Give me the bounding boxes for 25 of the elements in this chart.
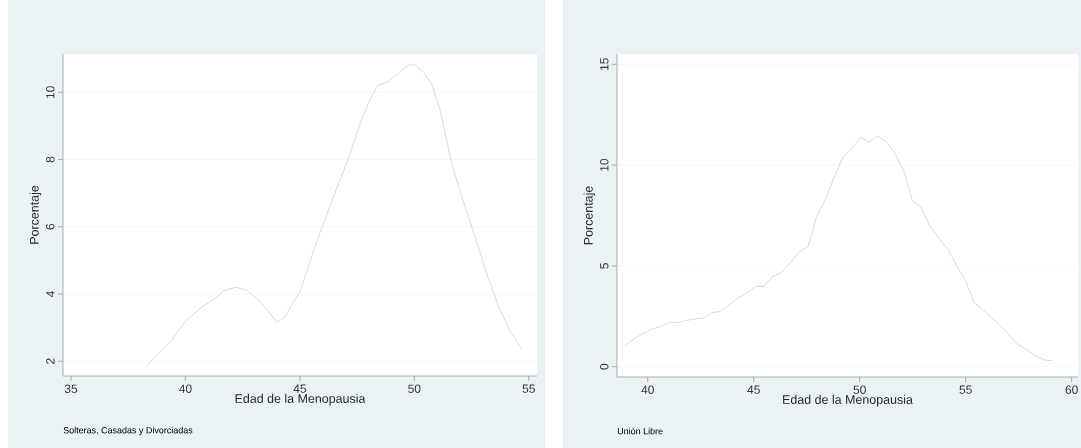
x-tick-label: 55 [522,384,535,393]
x-tick-label: 40 [179,384,192,393]
y-axis-title: Porcentaje [29,185,42,244]
y-tick-label: 15 [600,58,609,71]
x-axis-title: Edad de la Menopausia [783,394,913,407]
x-tick-label: 45 [747,385,760,394]
y-tick-label: 2 [46,358,55,364]
y-tick-label: 10 [600,158,609,171]
x-tick-label: 40 [641,385,654,394]
y-tick-label: 4 [46,291,55,298]
x-tick-label: 60 [1065,385,1078,394]
x-tick-label: 45 [293,384,307,393]
y-tick-label: 0 [600,363,609,370]
x-tick-label: 35 [64,384,78,393]
y-tick-label: 6 [46,223,55,230]
x-tick-label: 50 [853,385,866,394]
y-tick-label: 5 [600,263,609,269]
x-axis-title: Edad de la Menopausia [235,393,366,406]
x-tick-label: 55 [959,385,972,394]
y-tick-label: 8 [46,156,55,163]
text: Unión Libre [617,427,663,435]
y-axis-title: Porcentaje [583,186,596,245]
y-tick-label: 10 [46,86,55,99]
text: Solteras, Casadas y Divorciadas [63,426,193,436]
x-tick-label: 50 [408,384,421,393]
